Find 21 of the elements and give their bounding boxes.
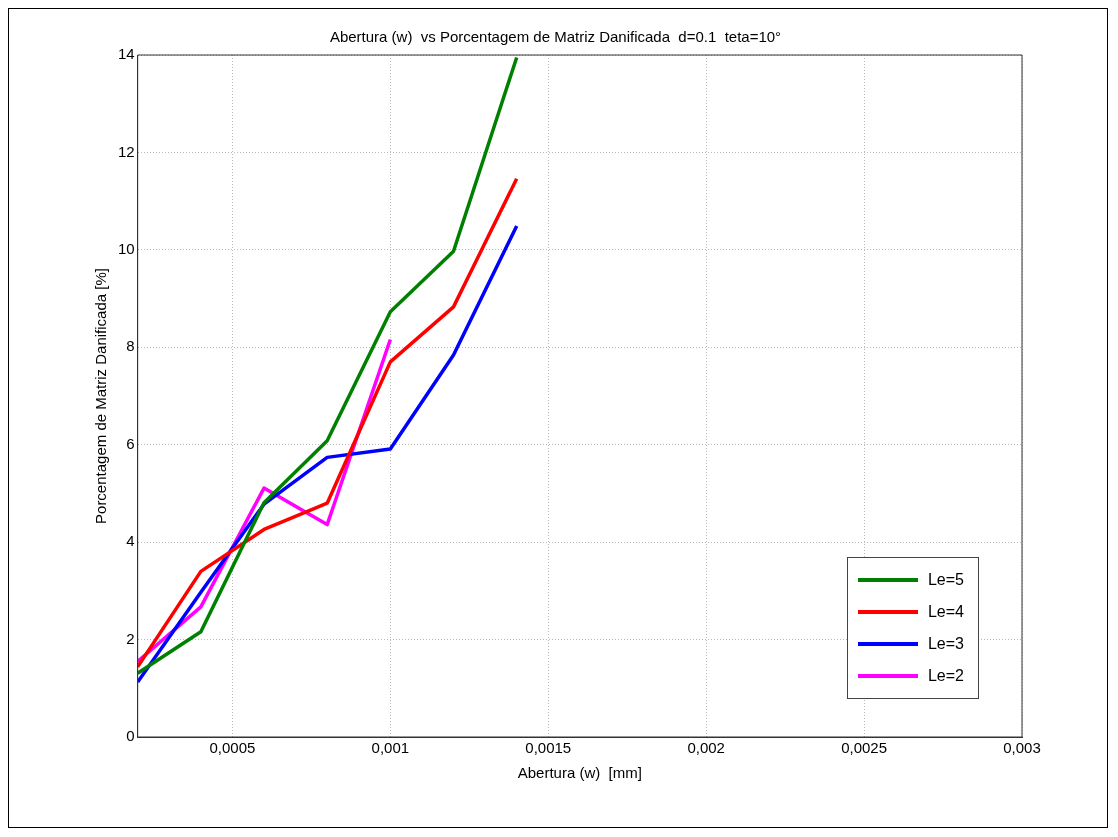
y-tick-label: 6 (126, 434, 135, 452)
x-tick-label: 0,003 (1003, 739, 1041, 757)
y-tick-label: 14 (118, 45, 135, 63)
y-tick-label: 8 (126, 337, 135, 355)
legend-label: Le=5 (927, 571, 964, 589)
y-tick-label: 0 (126, 727, 135, 745)
legend-label: Le=3 (927, 635, 964, 653)
legend-label: Le=2 (927, 667, 964, 685)
y-axis-title: Porcentagem de Matriz Danificada [%] (92, 268, 110, 524)
chart-title: Abertura (w) vs Porcentagem de Matriz Danificada d=0.1 teta=10° (329, 28, 782, 46)
y-tick-label: 12 (118, 142, 135, 160)
y-tick-label: 4 (126, 532, 135, 550)
x-tick-label: 0,002 (687, 739, 725, 757)
x-tick-label: 0,001 (371, 739, 410, 757)
x-tick-label: 0,0005 (209, 739, 256, 757)
x-axis-title: Abertura (w) [mm] (517, 764, 642, 782)
y-tick-label: 2 (126, 629, 135, 647)
x-tick-label: 0,0025 (841, 739, 888, 757)
y-tick-label: 10 (118, 240, 135, 257)
legend-label: Le=4 (927, 603, 964, 621)
x-tick-label: 0,0015 (525, 739, 572, 757)
